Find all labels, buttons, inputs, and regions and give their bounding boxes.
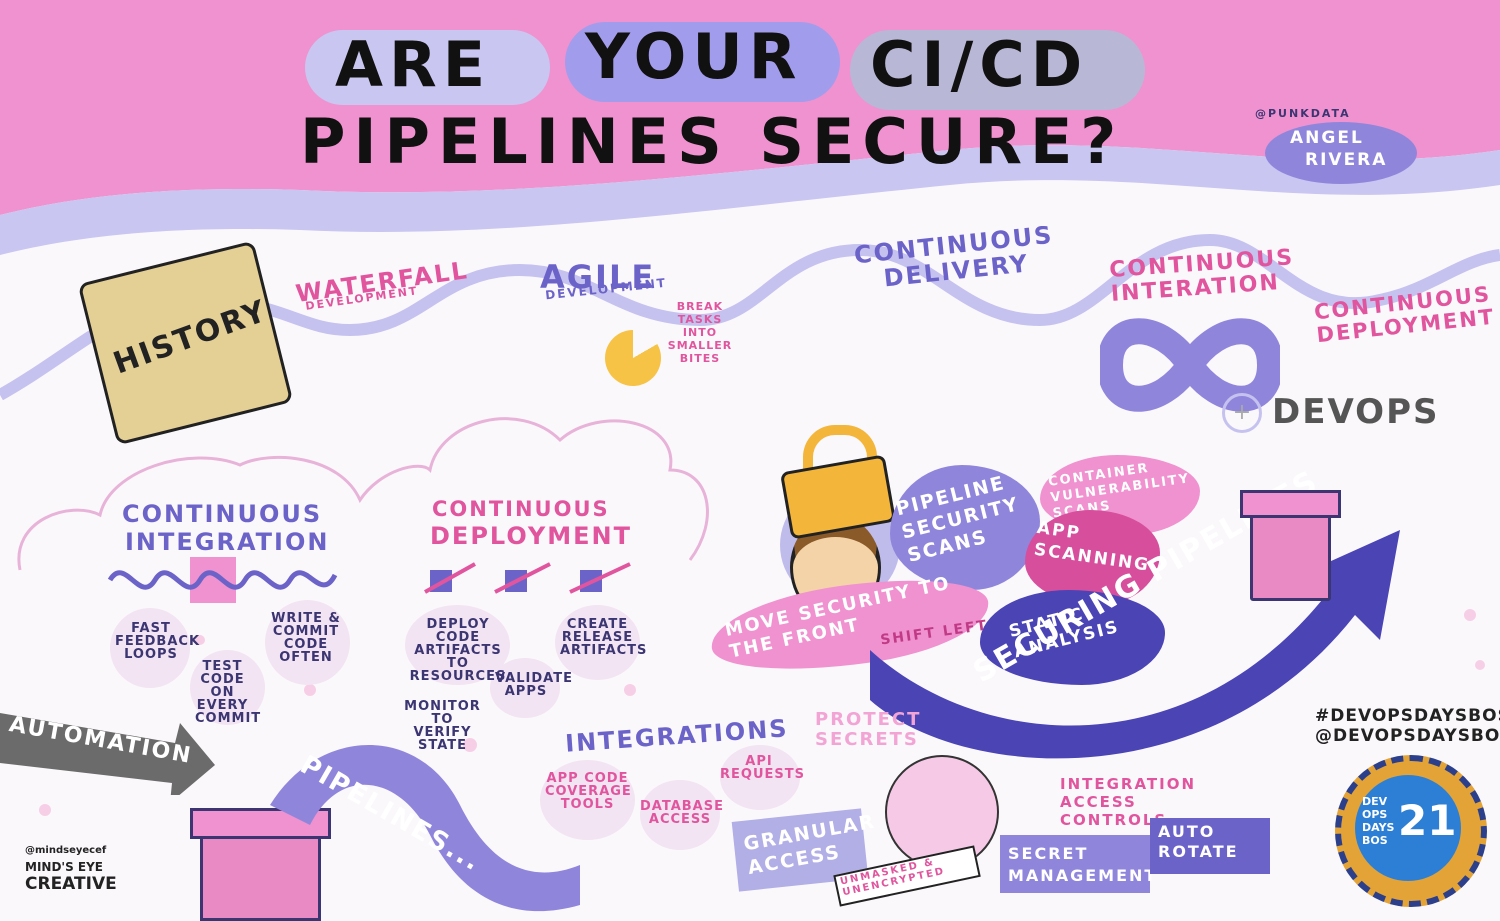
agile-label: AGILE bbox=[540, 258, 656, 296]
integration-bubble-1 bbox=[540, 760, 635, 840]
badge-line-1: DEV bbox=[1362, 795, 1388, 808]
credit-name-2: CREATIVE bbox=[25, 874, 117, 894]
badge-line-2: OPS bbox=[1362, 808, 1388, 821]
integration-bubble-2 bbox=[640, 780, 720, 850]
auto-rotate-label: AUTO ROTATE bbox=[1158, 822, 1239, 861]
pipe-cap-right bbox=[1240, 490, 1341, 518]
title-word-are: ARE bbox=[335, 28, 492, 101]
badge-line-4: BOS bbox=[1362, 834, 1388, 847]
secret-face bbox=[885, 755, 999, 869]
ci-heading-1: CONTINUOUS bbox=[122, 500, 323, 528]
cd-heading-1: CONTINUOUS bbox=[432, 497, 610, 521]
ci-note-bubble-2 bbox=[190, 650, 265, 725]
cd-note-bubble-3 bbox=[490, 658, 560, 718]
ci-note-bubble-3 bbox=[265, 600, 350, 685]
header-wave bbox=[0, 145, 1500, 255]
protect-secrets-label: PROTECT SECRETS bbox=[815, 709, 922, 750]
cd-note-2: CREATE RELEASE ARTIFACTS bbox=[560, 617, 648, 658]
integration-bubble-3 bbox=[720, 745, 800, 810]
cd-note-bubble-2 bbox=[555, 605, 640, 680]
badge-line-3: DAYS bbox=[1362, 821, 1395, 834]
plus-circle-icon: + bbox=[1222, 393, 1262, 433]
secret-management-box bbox=[1000, 835, 1150, 893]
agile-note: BREAK TASKS INTO SMALLER BITES bbox=[667, 300, 733, 365]
cd-note-1: DEPLOY CODE ARTIFACTS TO RESOURCES bbox=[409, 617, 507, 684]
pipelines-ribbon bbox=[270, 745, 580, 912]
title-word-cicd: CI/CD bbox=[870, 28, 1089, 101]
cd-note-bubble-1 bbox=[405, 605, 510, 685]
automation-arrow bbox=[0, 713, 215, 795]
event-badge-inner bbox=[1355, 775, 1461, 881]
title-pill-3 bbox=[850, 30, 1145, 110]
cd-note-4: MONITOR TO VERIFY STATE bbox=[404, 699, 481, 753]
cd-note-3: VALIDATE APPS bbox=[495, 671, 573, 699]
title-pill-2 bbox=[565, 22, 840, 102]
securing-pipelines-arrow bbox=[870, 530, 1400, 759]
ci-note-bubble-1 bbox=[110, 608, 190, 688]
event-handle: @DEVOPSDAYSBOS bbox=[1315, 726, 1500, 746]
speaker-handle: @PUNKDATA bbox=[1255, 107, 1351, 120]
integration-note-3: API REQUESTS bbox=[720, 754, 805, 782]
event-hashtag: #DEVOPSDAYSBOS bbox=[1315, 706, 1500, 726]
integration-note-2: DATABASE ACCESS bbox=[640, 799, 724, 827]
devops-label: DEVOPS bbox=[1272, 392, 1440, 432]
title-pill-1 bbox=[305, 30, 550, 105]
pipeline-scans-blob bbox=[890, 465, 1040, 590]
credit-handle: @mindseyecef bbox=[25, 845, 107, 856]
cd-heading-2: DEPLOYMENT bbox=[430, 522, 633, 550]
title-word-your: YOUR bbox=[585, 20, 803, 93]
integration-note-1: APP CODE COVERAGE TOOLS bbox=[545, 771, 632, 812]
cd-deploy-icons bbox=[424, 562, 631, 594]
timeline-wave bbox=[0, 233, 1500, 401]
secret-management-label: SECRET MANAGEMENT bbox=[1008, 844, 1158, 885]
infinity-icon bbox=[1100, 318, 1280, 412]
ci-note-2: TEST CODE ON EVERY COMMIT bbox=[195, 659, 262, 726]
speaker-name-2: RIVERA bbox=[1305, 150, 1388, 170]
credit-name-1: MIND'S EYE bbox=[25, 860, 103, 874]
ci-loop-arrow-icon bbox=[107, 557, 338, 603]
lock-icon bbox=[775, 425, 897, 540]
static-analysis-blob bbox=[980, 590, 1165, 685]
app-scanning-blob bbox=[1025, 510, 1160, 605]
title-line-2: PIPELINES SECURE? bbox=[300, 105, 1125, 178]
auto-rotate-box bbox=[1150, 818, 1270, 874]
speaker-name-1: ANGEL bbox=[1290, 128, 1364, 148]
integration-access-label: INTEGRATION ACCESS CONTROLS bbox=[1060, 775, 1197, 829]
badge-number: 21 bbox=[1398, 796, 1457, 845]
ci-note-1: FAST FEEDBACK LOOPS bbox=[115, 621, 201, 662]
cloud-outline bbox=[17, 417, 709, 571]
speaker-bubble bbox=[1265, 122, 1417, 184]
ci-note-3: WRITE & COMMIT CODE OFTEN bbox=[271, 611, 341, 665]
ci-heading-2: INTEGRATION bbox=[125, 528, 330, 556]
pacman-icon bbox=[605, 330, 661, 386]
